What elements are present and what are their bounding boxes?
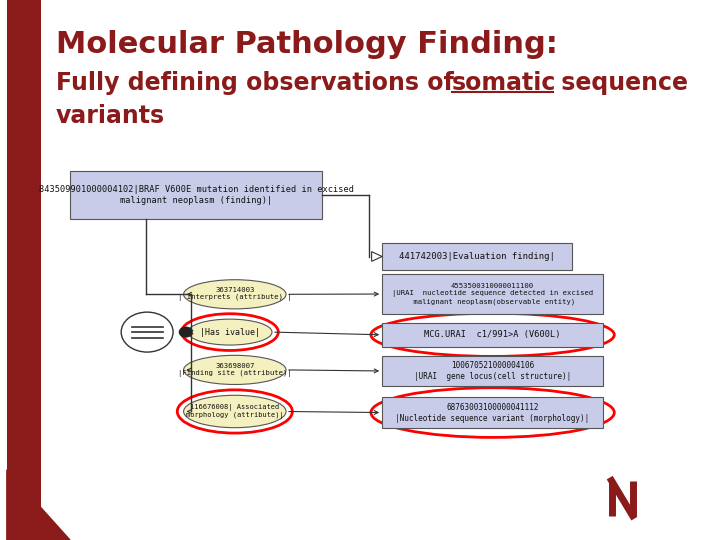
Bar — [6, 0, 40, 540]
Text: 100670521000004106
|URAI  gene locus(cell structure)|: 100670521000004106 |URAI gene locus(cell… — [414, 361, 571, 381]
Text: |Has ivalue|: |Has ivalue| — [200, 328, 260, 336]
Text: 116676008| Associated
morphology (attribute)|: 116676008| Associated morphology (attrib… — [186, 404, 284, 419]
Ellipse shape — [188, 319, 272, 345]
Polygon shape — [372, 252, 382, 261]
FancyBboxPatch shape — [382, 323, 603, 347]
Text: MCG.URAI  c1/991>A (V600L): MCG.URAI c1/991>A (V600L) — [424, 330, 561, 339]
Text: 843509901000004102|BRAF V600E mutation identified in excised
malignant neoplasm : 843509901000004102|BRAF V600E mutation i… — [39, 185, 354, 205]
Ellipse shape — [184, 280, 286, 309]
Text: 68763003100000041112
|Nucleotide sequence variant (morphology)|: 68763003100000041112 |Nucleotide sequenc… — [395, 402, 590, 423]
Text: 4553500310000011100
|URAI  nucleotide sequence detected in excised
 malignant ne: 4553500310000011100 |URAI nucleotide seq… — [392, 283, 593, 305]
Circle shape — [179, 327, 192, 337]
FancyBboxPatch shape — [382, 274, 603, 314]
Text: 363698007
|Finding site (attribute)|: 363698007 |Finding site (attribute)| — [178, 363, 292, 377]
Text: variants: variants — [56, 104, 165, 127]
Text: Molecular Pathology Finding:: Molecular Pathology Finding: — [56, 30, 558, 59]
Polygon shape — [6, 470, 70, 540]
FancyBboxPatch shape — [382, 356, 603, 386]
FancyBboxPatch shape — [70, 171, 323, 219]
Text: 441742003|Evaluation finding|: 441742003|Evaluation finding| — [399, 252, 554, 261]
Text: 363714003
| Interprets (attribute) |: 363714003 | Interprets (attribute) | — [178, 287, 292, 301]
Ellipse shape — [184, 395, 286, 428]
Text: somatic: somatic — [451, 71, 556, 95]
Ellipse shape — [184, 355, 286, 384]
Text: Fully defining observations of: Fully defining observations of — [56, 71, 462, 95]
FancyBboxPatch shape — [382, 397, 603, 428]
Circle shape — [121, 312, 173, 352]
Text: sequence: sequence — [553, 71, 688, 95]
FancyBboxPatch shape — [382, 243, 572, 270]
